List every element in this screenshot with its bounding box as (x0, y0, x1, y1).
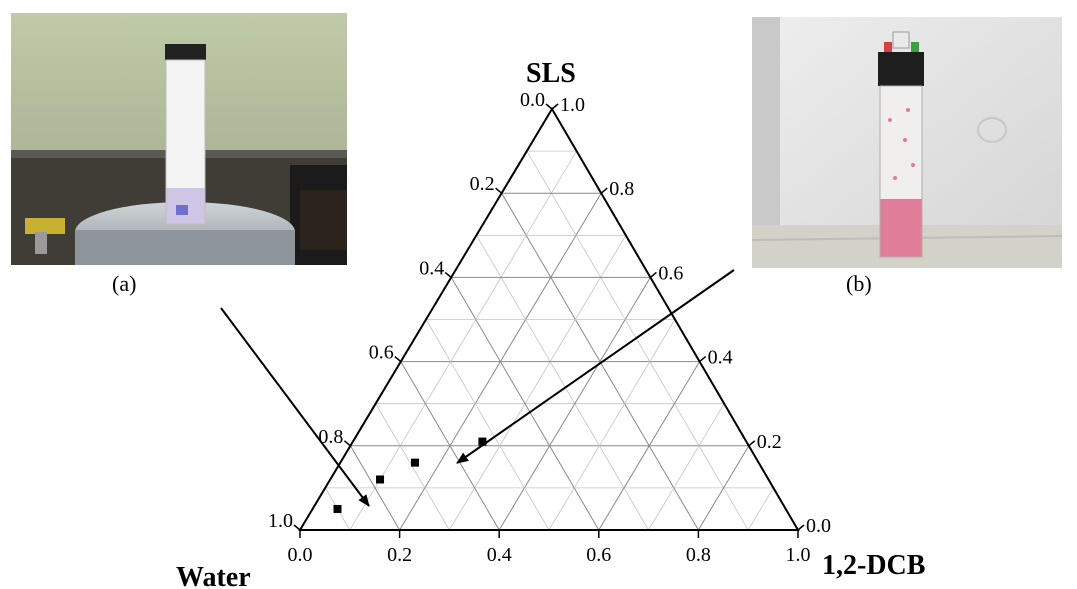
arrow-photo-b (456, 269, 735, 464)
tick-mark (444, 271, 452, 278)
left-tick-label: 0.4 (419, 257, 444, 279)
bottom-tick-label: 0.2 (387, 544, 412, 566)
bottom-tick-label: 0.6 (586, 544, 611, 566)
right-tick-label: 0.8 (609, 178, 634, 200)
caption-b: (b) (846, 271, 872, 296)
tick-mark (551, 103, 559, 110)
left-tick-label: 1.0 (268, 510, 293, 532)
right-tick-label: 0.0 (806, 515, 831, 537)
left-tick-label: 0.2 (470, 173, 495, 195)
bottom-tick-label: 0.0 (288, 544, 313, 566)
tick-mark (600, 187, 608, 194)
left-tick-label: 0.8 (318, 426, 343, 448)
caption-a: (a) (112, 271, 136, 296)
tick-mark (649, 271, 657, 278)
data-point (333, 504, 342, 513)
grid-line (349, 150, 577, 531)
data-point (411, 458, 420, 467)
tick-mark (343, 440, 351, 447)
grid-line (400, 361, 500, 531)
tick-mark (545, 103, 553, 110)
vertex-label-right: 1,2-DCB (822, 550, 925, 581)
tick-mark (699, 356, 707, 363)
grid-line (449, 235, 627, 531)
grid-line (375, 403, 450, 531)
tick-mark (748, 440, 756, 447)
ternary-triangle-outline (298, 107, 800, 531)
left-tick-label: 0.0 (520, 89, 545, 111)
photo-a (11, 13, 347, 265)
right-tick-label: 0.2 (757, 431, 782, 453)
right-tick-label: 1.0 (560, 94, 585, 116)
grid-line (526, 150, 749, 531)
tick-mark (293, 524, 301, 531)
tick-mark (797, 524, 805, 531)
axis-tick-labels: 0.0 0.2 0.4 0.6 0.8 1.0 0.0 0.2 0.4 0.6 0.8 1.0 1.0 0… (268, 89, 831, 566)
right-tick-label: 0.6 (658, 262, 683, 284)
grid-line (425, 319, 550, 531)
tick-mark (495, 187, 503, 194)
grid-line (548, 319, 676, 531)
bottom-tick-label: 0.4 (487, 544, 512, 566)
arrow-photo-a (220, 307, 370, 507)
grid-line (476, 235, 649, 531)
data-point (478, 437, 487, 446)
bottom-tick-label: 0.8 (686, 544, 711, 566)
left-tick-label: 0.6 (369, 342, 394, 364)
grid-line (747, 487, 774, 531)
vertex-label-top: SLS (526, 58, 576, 89)
tick-mark (394, 356, 402, 363)
data-points (333, 437, 487, 513)
grid-line (349, 445, 401, 531)
grid-line (697, 445, 750, 531)
ternary-grid (324, 150, 774, 531)
photo-b (751, 17, 1063, 268)
right-tick-label: 0.4 (708, 347, 733, 369)
vertex-label-left: Water (176, 562, 251, 589)
grid-line (598, 361, 701, 531)
bottom-tick-label: 1.0 (786, 544, 811, 566)
grid-line (648, 403, 725, 531)
data-point (376, 475, 385, 484)
